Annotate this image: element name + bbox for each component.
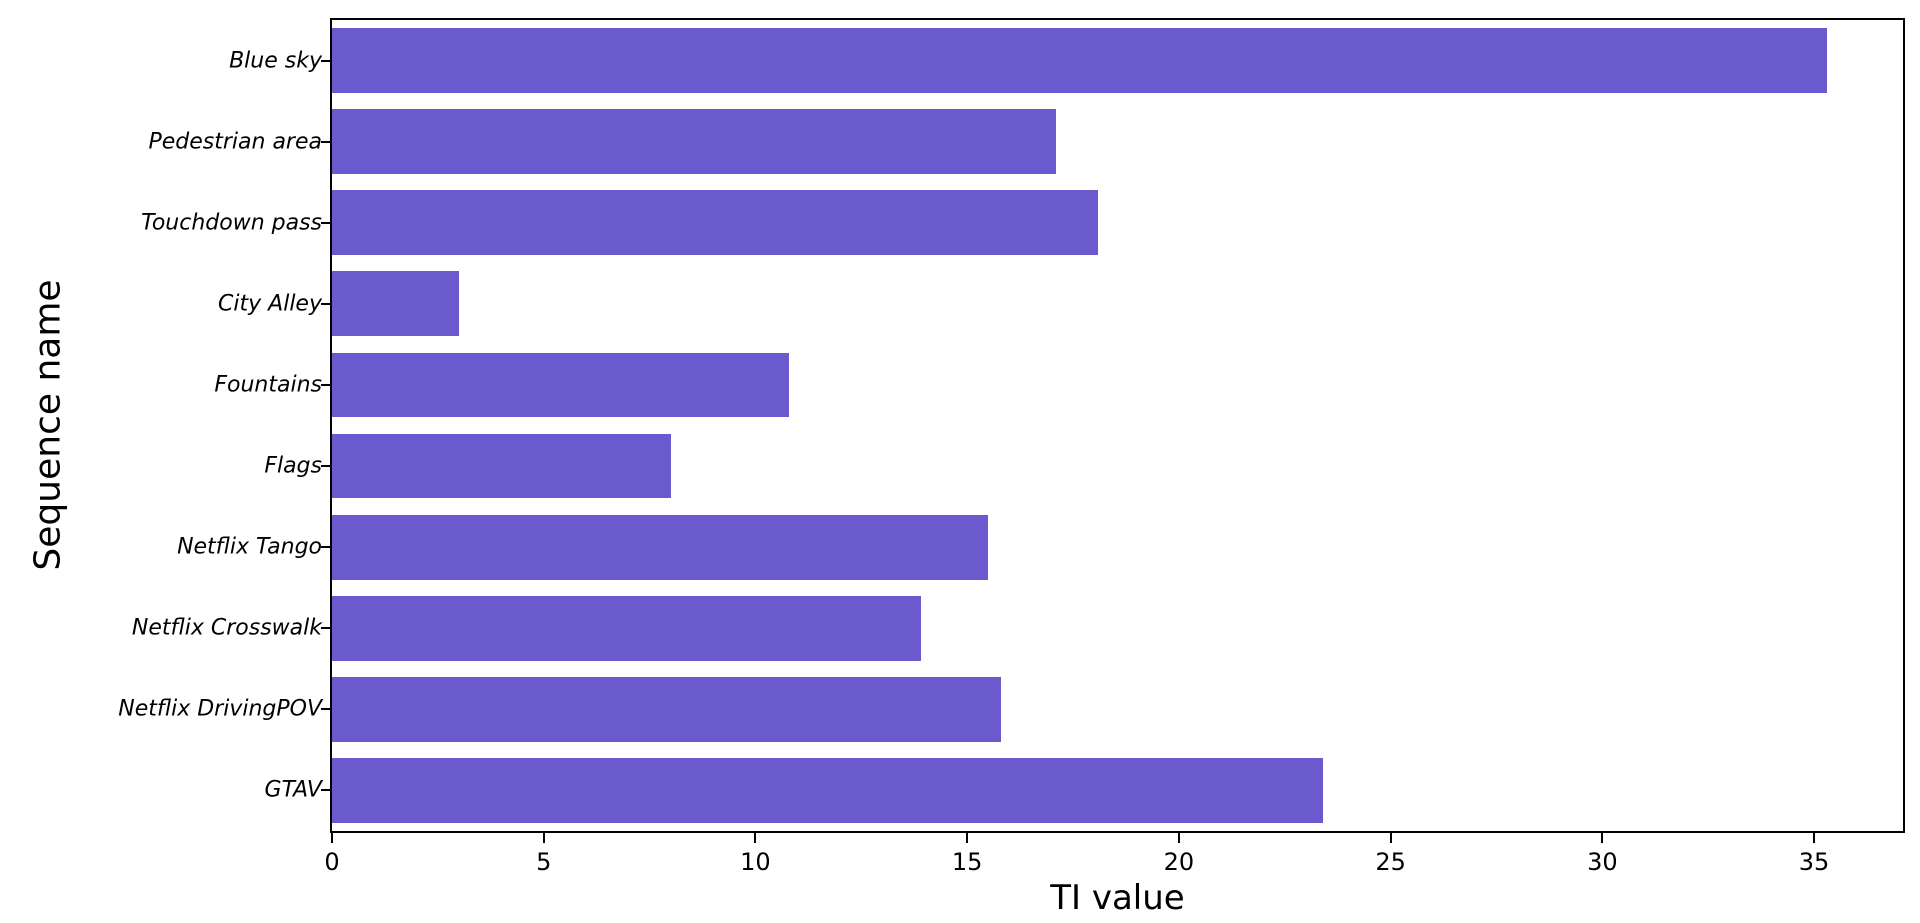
- bar-touchdown-pass: [332, 190, 1099, 256]
- x-tick-label: 20: [1163, 848, 1195, 876]
- x-tick-label: 0: [324, 848, 340, 876]
- x-tick-label: 25: [1375, 848, 1406, 876]
- plot-area: [330, 18, 1905, 833]
- x-tick-mark: [1601, 833, 1604, 843]
- y-tick-label: Fountains: [214, 372, 322, 398]
- y-tick-label: Netflix Tango: [177, 534, 322, 560]
- y-tick-mark: [321, 221, 330, 224]
- bar-flags: [332, 433, 671, 499]
- bar-pedestrian-area: [332, 109, 1057, 175]
- y-tick-label: Flags: [264, 453, 322, 479]
- x-tick-label: 15: [951, 848, 983, 876]
- bar-blue-sky: [332, 28, 1827, 93]
- y-tick-mark: [321, 140, 330, 143]
- x-tick-label: 35: [1798, 848, 1830, 876]
- x-tick-mark: [1389, 833, 1392, 843]
- bar-netflix-crosswalk: [332, 595, 921, 661]
- y-tick-mark: [321, 465, 330, 468]
- x-axis-label: TI value: [1050, 878, 1185, 918]
- y-tick-mark: [321, 383, 330, 386]
- x-tick-label: 10: [740, 848, 771, 876]
- x-tick-label: 30: [1587, 848, 1618, 876]
- y-tick-mark: [321, 627, 330, 630]
- x-tick-mark: [331, 833, 333, 843]
- bar-gtav: [332, 758, 1323, 823]
- bar-fountains: [332, 352, 790, 418]
- y-tick-label: Touchdown pass: [141, 210, 322, 236]
- y-tick-label: Netflix Crosswalk: [131, 615, 322, 641]
- y-tick-label: GTAV: [264, 777, 322, 803]
- y-tick-mark: [321, 546, 330, 549]
- bar-city-alley: [332, 271, 460, 337]
- bar-netflix-drivingpov: [332, 676, 1002, 742]
- x-tick-label: 5: [536, 848, 552, 876]
- y-tick-label: City Alley: [218, 291, 322, 317]
- x-tick-mark: [542, 833, 545, 843]
- bar-netflix-tango: [332, 514, 989, 580]
- y-tick-label: Pedestrian area: [148, 129, 322, 155]
- x-tick-mark: [1813, 833, 1816, 843]
- y-tick-mark: [321, 302, 330, 305]
- y-tick-label: Netflix DrivingPOV: [118, 696, 322, 722]
- y-tick-label: Blue sky: [229, 48, 322, 74]
- x-tick-mark: [754, 833, 757, 843]
- x-tick-mark: [966, 833, 969, 843]
- y-tick-mark: [321, 59, 330, 62]
- y-tick-mark: [321, 708, 330, 711]
- x-tick-mark: [1177, 833, 1180, 843]
- y-tick-mark: [321, 789, 330, 792]
- y-axis-label: Sequence name: [27, 279, 69, 571]
